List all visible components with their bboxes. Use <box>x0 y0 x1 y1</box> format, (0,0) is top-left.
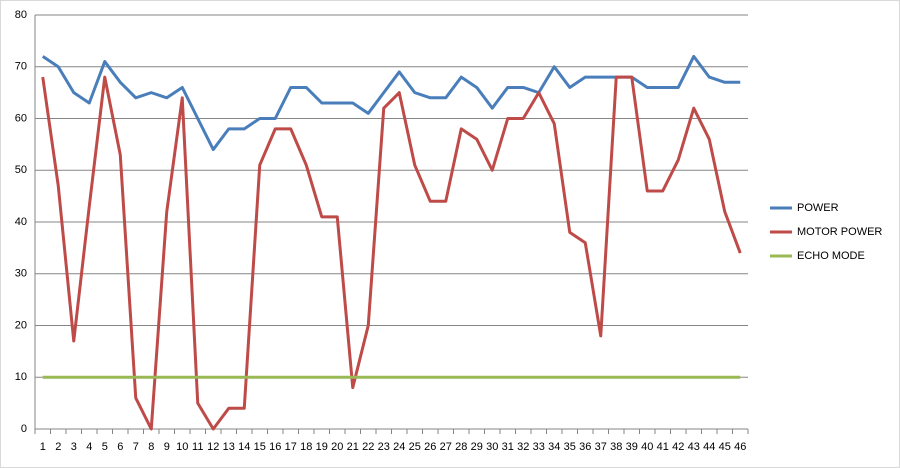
x-tick-label: 43 <box>688 441 700 453</box>
x-tick-label: 3 <box>71 441 77 453</box>
x-tick-label: 12 <box>207 441 219 453</box>
x-tick-label: 10 <box>176 441 188 453</box>
x-tick-label: 28 <box>455 441 467 453</box>
x-tick-label: 1 <box>40 441 46 453</box>
y-tick-label: 10 <box>15 371 27 383</box>
x-tick-label: 18 <box>300 441 312 453</box>
y-tick-label: 60 <box>15 112 27 124</box>
x-tick-label: 32 <box>517 441 529 453</box>
x-tick-label: 27 <box>440 441 452 453</box>
x-tick-label: 23 <box>378 441 390 453</box>
x-tick-label: 31 <box>502 441 514 453</box>
legend-label: MOTOR POWER <box>797 226 882 238</box>
x-tick-label: 26 <box>424 441 436 453</box>
x-tick-label: 14 <box>238 441 250 453</box>
x-tick-label: 42 <box>672 441 684 453</box>
series-line <box>41 75 742 431</box>
legend-label: ECHO MODE <box>797 250 865 262</box>
x-tick-label: 8 <box>148 441 154 453</box>
x-tick-label: 33 <box>533 441 545 453</box>
y-tick-label: 70 <box>15 61 27 73</box>
y-tick-label: 20 <box>15 319 27 331</box>
x-tick-label: 17 <box>285 441 297 453</box>
x-tick-label: 13 <box>223 441 235 453</box>
x-tick-label: 39 <box>626 441 638 453</box>
x-tick-label: 9 <box>164 441 170 453</box>
x-tick-label: 38 <box>610 441 622 453</box>
x-tick-label: 24 <box>393 441 405 453</box>
x-tick-label: 16 <box>269 441 281 453</box>
x-tick-label: 37 <box>595 441 607 453</box>
x-tick-label: 22 <box>362 441 374 453</box>
x-tick-label: 11 <box>192 441 203 453</box>
y-tick-label: 0 <box>21 423 27 435</box>
y-tick-label: 50 <box>15 164 27 176</box>
legend-label: POWER <box>797 202 839 214</box>
x-tick-label: 5 <box>102 441 108 453</box>
x-tick-label: 40 <box>641 441 653 453</box>
y-tick-label: 30 <box>15 268 27 280</box>
x-tick-label: 46 <box>734 441 746 453</box>
x-tick-label: 29 <box>471 441 483 453</box>
x-tick-label: 4 <box>86 441 92 453</box>
x-tick-label: 45 <box>719 441 731 453</box>
y-tick-label: 40 <box>15 216 27 228</box>
x-tick-label: 35 <box>564 441 576 453</box>
x-tick-label: 34 <box>548 441 560 453</box>
x-tick-label: 44 <box>703 441 715 453</box>
x-tick-label: 21 <box>347 441 359 453</box>
x-tick-label: 19 <box>316 441 328 453</box>
x-tick-label: 2 <box>55 441 61 453</box>
x-tick-label: 6 <box>117 441 123 453</box>
x-tick-label: 7 <box>133 441 139 453</box>
x-tick-label: 25 <box>409 441 421 453</box>
x-tick-label: 30 <box>486 441 498 453</box>
x-tick-label: 36 <box>579 441 591 453</box>
x-tick-label: 41 <box>657 441 669 453</box>
x-tick-label: 20 <box>331 441 343 453</box>
y-tick-label: 80 <box>15 9 27 21</box>
x-tick-label: 15 <box>254 441 266 453</box>
